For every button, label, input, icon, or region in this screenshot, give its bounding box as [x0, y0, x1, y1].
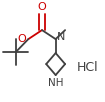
- Text: O: O: [18, 34, 26, 44]
- Text: HCl: HCl: [76, 61, 98, 74]
- Text: N: N: [57, 32, 66, 42]
- Text: O: O: [38, 2, 46, 12]
- Text: NH: NH: [48, 78, 63, 88]
